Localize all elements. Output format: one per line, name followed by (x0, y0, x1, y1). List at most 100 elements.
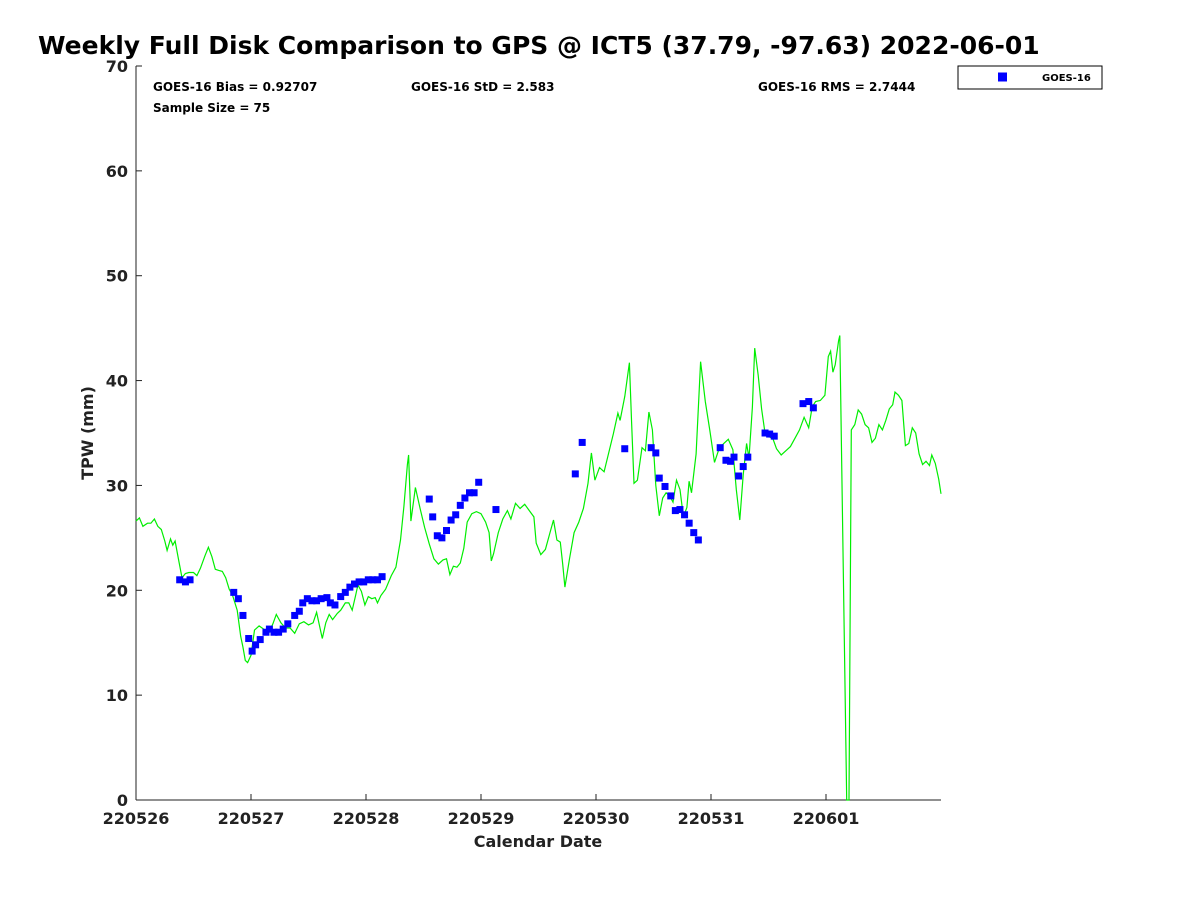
goes-16-point (265, 625, 273, 633)
goes-16-point (735, 472, 743, 480)
goes-16-point (308, 597, 316, 605)
goes-16-point (369, 576, 377, 584)
goes-16-point (256, 636, 264, 644)
goes-16-point (433, 532, 441, 540)
goes-16-point (326, 599, 334, 607)
goes-16-point (299, 599, 307, 607)
goes-16-point (667, 492, 675, 500)
goes-16-point (378, 573, 386, 581)
goes-16-point (452, 511, 460, 519)
x-tick-label: 220529 (448, 809, 515, 828)
goes-16-point (661, 482, 669, 490)
goes-16-point (346, 583, 354, 591)
x-tick-label: 220531 (678, 809, 745, 828)
plot-area (135, 66, 941, 801)
goes-16-point (364, 576, 372, 584)
x-axis: 220526 220527 220528 220529 220530 220531 2206… (103, 794, 860, 828)
goes-16-point (323, 594, 331, 602)
goes-16-point (730, 453, 738, 461)
chart-title: Weekly Full Disk Comparison to GPS @ ICT… (38, 31, 1040, 60)
goes-16-point (295, 607, 303, 615)
stat-bias: GOES-16 Bias = 0.92707 (153, 80, 317, 94)
goes-16-point (270, 628, 278, 636)
y-tick-label: 60 (106, 162, 128, 181)
y-tick-label: 50 (106, 267, 128, 286)
goes-16-point (739, 463, 747, 471)
goes-16-point (239, 611, 247, 619)
goes-16-point (466, 489, 473, 497)
goes-16-point (461, 494, 469, 502)
goes-16-point (279, 625, 287, 633)
goes-16-point (291, 611, 299, 619)
goes-16-point (181, 578, 189, 586)
goes-16-point (761, 429, 769, 437)
goes-16-point (275, 628, 283, 636)
goes-16-point (655, 474, 663, 482)
goes-16-point (571, 470, 579, 478)
y-axis-label: TPW (mm) (78, 386, 97, 480)
legend-box (957, 65, 1103, 90)
gps-series-line (135, 335, 942, 801)
goes-16-point (492, 506, 500, 514)
goes-16-point (671, 507, 679, 515)
gps-line-path (135, 335, 942, 801)
goes-16-point (443, 527, 450, 535)
goes-16-point (374, 576, 381, 584)
x-tick-label: 220530 (563, 809, 630, 828)
y-axis: 0 10 20 30 40 50 60 70 (106, 57, 142, 810)
legend-label-goes-16: GOES-16 (1042, 73, 1091, 84)
goes-16-series (176, 398, 817, 655)
y-tick-label: 20 (106, 581, 128, 600)
x-tick-label: 220528 (333, 809, 400, 828)
x-tick-label: 220526 (103, 809, 170, 828)
goes-16-point (284, 620, 292, 628)
goes-16-point (647, 444, 655, 452)
goes-16-point (303, 595, 311, 603)
x-tick-label: 220601 (793, 809, 860, 828)
goes-16-point (438, 534, 446, 542)
y-tick-label: 10 (106, 686, 128, 705)
goes-16-point (351, 580, 358, 588)
goes-16-point (248, 647, 256, 655)
goes-16-point (578, 438, 586, 446)
goes-16-point (470, 489, 478, 497)
goes-16-point (331, 601, 339, 609)
goes-16-point (313, 597, 321, 605)
y-tick-label: 0 (117, 791, 128, 810)
goes-16-point (176, 576, 184, 584)
goes-16-point (425, 495, 433, 503)
goes-16-point (621, 445, 629, 453)
goes-16-point (234, 595, 242, 603)
goes-16-point (429, 513, 437, 521)
x-tick-label: 220527 (218, 809, 285, 828)
goes-16-point (799, 400, 807, 408)
goes-16-point (770, 432, 778, 440)
goes-16-point (716, 444, 724, 452)
goes-16-point (360, 578, 368, 586)
x-axis-label: Calendar Date (474, 832, 603, 851)
goes-16-point (744, 453, 752, 461)
goes-16-point (685, 519, 693, 527)
goes-16-point (447, 516, 455, 524)
goes-16-point (341, 588, 349, 596)
goes-16-point (456, 501, 464, 509)
goes-16-point (245, 635, 253, 643)
stat-sample-size: Sample Size = 75 (153, 101, 270, 115)
goes-16-point (355, 578, 363, 586)
goes-16-point (475, 478, 483, 486)
goes-16-point (681, 511, 689, 519)
goes-16-point (317, 595, 325, 603)
goes-16-point (186, 576, 194, 584)
goes-16-point (652, 449, 660, 457)
goes-16-point (230, 588, 238, 596)
legend: GOES-16 (957, 65, 1103, 90)
goes-16-point (252, 641, 260, 649)
goes-16-point (805, 398, 813, 406)
y-tick-label: 70 (106, 57, 128, 76)
y-tick-label: 40 (106, 372, 128, 391)
goes-16-point (676, 506, 684, 514)
goes-16-point (722, 456, 730, 464)
y-tick-label: 30 (106, 476, 128, 495)
goes-16-point (694, 536, 702, 544)
